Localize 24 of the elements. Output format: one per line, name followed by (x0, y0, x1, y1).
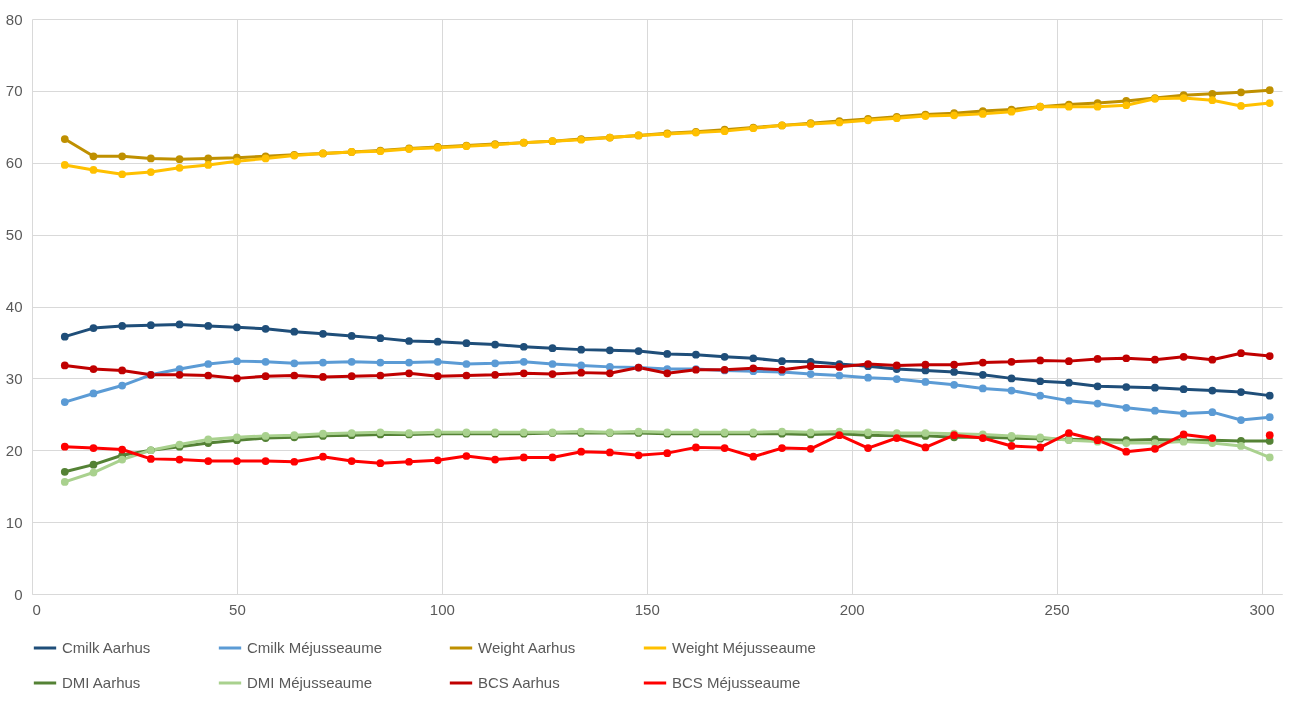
legend-label: BCS Aarhus (478, 674, 560, 691)
legend-label: DMI Aarhus (62, 674, 141, 691)
y-tick-label: 0 (14, 585, 23, 603)
y-tick-label: 20 (5, 441, 23, 459)
y-tick-label: 40 (5, 298, 23, 315)
legend-label: BCS Méjusseaume (672, 674, 801, 691)
legend-label: Cmilk Méjusseaume (247, 639, 383, 656)
y-tick-label: 50 (5, 226, 23, 244)
y-tick-label: 60 (5, 154, 23, 172)
legend-label: Weight Aarhus (478, 639, 576, 656)
y-tick-label: 80 (5, 10, 23, 28)
y-tick-label: 70 (5, 82, 23, 100)
legend-label: Cmilk Aarhus (62, 639, 151, 656)
x-tick-label: 300 (1249, 600, 1275, 618)
x-tick-label: 200 (839, 600, 865, 618)
legend-label: DMI Méjusseaume (247, 674, 373, 691)
x-tick-label: 50 (229, 600, 246, 618)
x-tick-label: 100 (429, 600, 455, 618)
y-tick-label: 10 (5, 513, 23, 531)
x-tick-label: 150 (634, 600, 660, 618)
legend-label: Weight Méjusseaume (672, 639, 816, 656)
x-tick-label: 250 (1044, 600, 1070, 618)
x-tick-label: 0 (32, 600, 41, 618)
y-tick-label: 30 (5, 369, 23, 387)
